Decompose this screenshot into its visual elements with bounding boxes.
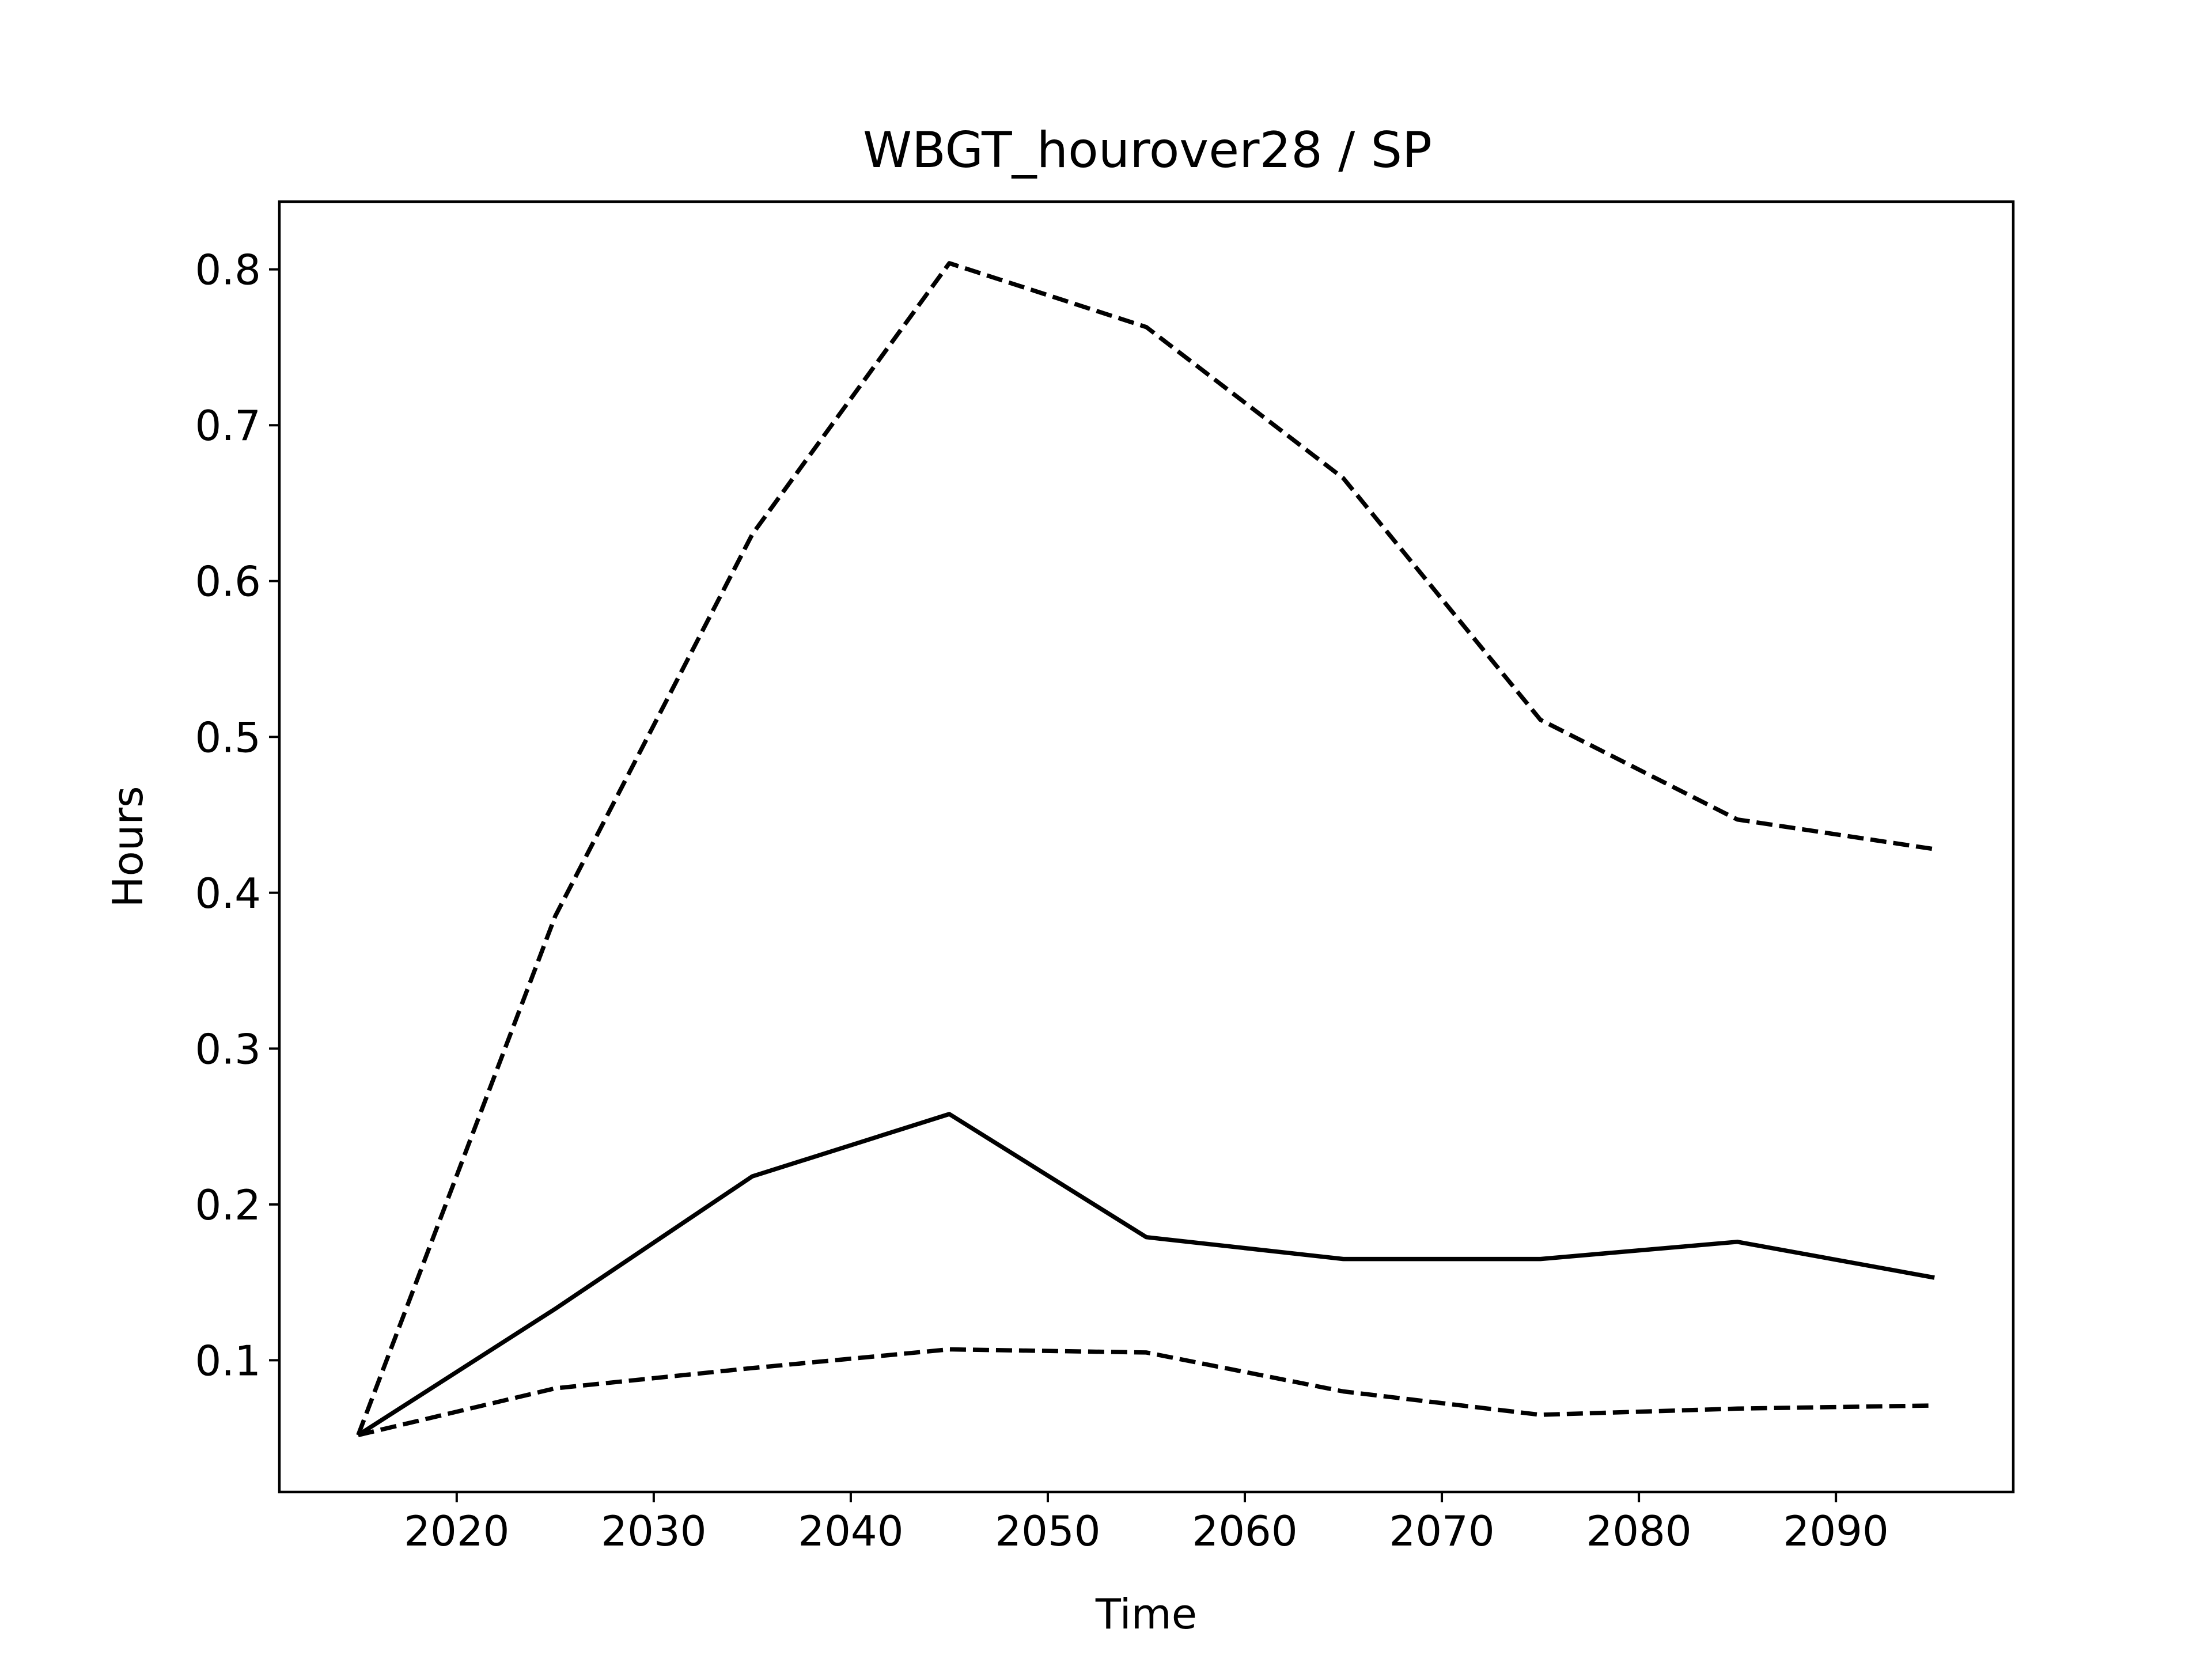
x-tick-label: 2060 [1192, 1507, 1297, 1555]
x-tick-label: 2020 [404, 1507, 509, 1555]
y-tick-label: 0.5 [195, 713, 261, 762]
y-tick-label: 0.2 [195, 1181, 261, 1229]
x-tick-label: 2070 [1389, 1507, 1494, 1555]
y-tick-label: 0.1 [195, 1336, 261, 1385]
series-layer [356, 261, 1935, 1437]
y-tick-label: 0.6 [195, 558, 261, 606]
plot-area-frame [278, 200, 2015, 1494]
y-tick-label: 0.4 [195, 869, 261, 918]
y-tick-label: 0.3 [195, 1025, 261, 1073]
x-axis-ticks: 2020 2030 2040 2050 2060 2070 2080 2090 [404, 1492, 1889, 1555]
y-axis-ticks: 0.1 0.2 0.3 0.4 0.5 0.6 0.7 0.8 [195, 246, 279, 1385]
x-axis-label: Time [1095, 1590, 1197, 1638]
y-tick-label: 0.8 [195, 246, 261, 294]
x-tick-label: 2030 [601, 1507, 706, 1555]
x-tick-label: 2040 [798, 1507, 903, 1555]
series-line-3 [357, 1347, 1935, 1437]
series-line-2 [356, 261, 1935, 1436]
y-tick-label: 0.7 [195, 402, 261, 450]
chart-title: WBGT_hourover28 / SP [863, 122, 1432, 179]
y-axis-label: Hours [104, 786, 152, 908]
x-tick-label: 2080 [1586, 1507, 1691, 1555]
x-tick-label: 2050 [995, 1507, 1100, 1555]
series-line-1 [357, 1112, 1935, 1437]
x-tick-label: 2090 [1783, 1507, 1889, 1555]
